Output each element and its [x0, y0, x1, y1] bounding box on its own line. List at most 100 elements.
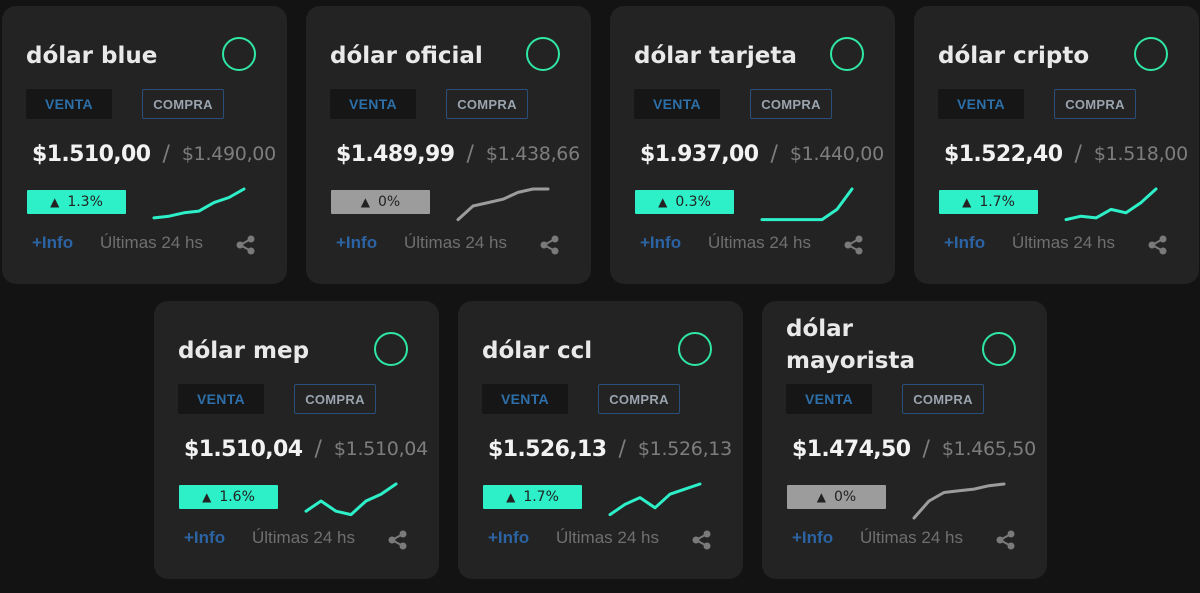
range-label: Últimas 24 hs — [252, 528, 355, 547]
card-dolar-mep[interactable]: dólar mep VENTA COMPRA $1.510,04 / $1.51… — [154, 301, 439, 579]
share-icon[interactable] — [387, 529, 409, 551]
card-title: dólar ccl — [482, 338, 593, 364]
sparkline-chart — [608, 482, 702, 517]
range-label: Últimas 24 hs — [404, 233, 507, 252]
sparkline — [760, 187, 854, 222]
info-link[interactable]: +Info — [488, 528, 530, 547]
change-badge: ▲ 0.3% — [635, 190, 734, 214]
status-ring-icon — [526, 37, 560, 71]
sell-price: $1.522,40 — [944, 141, 1063, 167]
share-icon[interactable] — [995, 529, 1017, 551]
share-icon[interactable] — [235, 234, 257, 256]
compra-button[interactable]: COMPRA — [446, 89, 528, 119]
change-badge: ▲ 1.7% — [483, 485, 582, 509]
sparkline — [152, 187, 246, 220]
card-dolar-ccl[interactable]: dólar ccl VENTA COMPRA $1.526,13 / $1.52… — [458, 301, 743, 579]
triangle-up-icon: ▲ — [506, 490, 516, 504]
price-separator: / — [1074, 141, 1082, 167]
compra-button[interactable]: COMPRA — [294, 384, 376, 414]
change-value: 0% — [378, 194, 401, 210]
status-ring-icon — [222, 37, 256, 71]
change-badge: ▲ 1.6% — [179, 485, 278, 509]
sparkline-chart — [456, 187, 550, 222]
compra-button[interactable]: COMPRA — [142, 89, 224, 119]
price-row: $1.526,13 / $1.526,13 — [488, 429, 732, 469]
share-icon[interactable] — [843, 234, 865, 256]
sell-price: $1.510,00 — [32, 141, 151, 167]
info-link[interactable]: +Info — [944, 233, 986, 252]
venta-button[interactable]: VENTA — [786, 384, 872, 414]
buy-price: $1.438,66 — [485, 143, 580, 165]
card-title: dólar oficial — [330, 43, 483, 69]
info-link[interactable]: +Info — [336, 233, 378, 252]
change-value: 1.6% — [219, 489, 255, 505]
card-dolar-blue[interactable]: dólar blue VENTA COMPRA $1.510,00 / $1.4… — [2, 6, 287, 284]
sparkline — [912, 482, 1006, 520]
buy-price: $1.440,00 — [789, 143, 884, 165]
sparkline — [304, 482, 398, 517]
sparkline — [608, 482, 702, 517]
compra-button[interactable]: COMPRA — [1054, 89, 1136, 119]
price-row: $1.489,99 / $1.438,66 — [336, 134, 580, 174]
sparkline-chart — [1064, 187, 1158, 222]
venta-button[interactable]: VENTA — [482, 384, 568, 414]
compra-button[interactable]: COMPRA — [902, 384, 984, 414]
info-link[interactable]: +Info — [32, 233, 74, 252]
card-title: dólar mayorista — [786, 316, 916, 374]
price-row: $1.510,04 / $1.510,04 — [184, 429, 428, 469]
triangle-up-icon: ▲ — [962, 195, 972, 209]
change-value: 0% — [834, 489, 857, 505]
buy-price: $1.518,00 — [1093, 143, 1188, 165]
venta-button[interactable]: VENTA — [178, 384, 264, 414]
share-icon[interactable] — [1147, 234, 1169, 256]
venta-button[interactable]: VENTA — [330, 89, 416, 119]
info-link[interactable]: +Info — [184, 528, 226, 547]
sell-price: $1.474,50 — [792, 436, 911, 462]
sparkline — [456, 187, 550, 222]
venta-button[interactable]: VENTA — [938, 89, 1024, 119]
change-badge: ▲ 0% — [331, 190, 430, 214]
status-ring-icon — [982, 332, 1016, 366]
price-separator: / — [922, 436, 930, 462]
card-dolar-mayorista[interactable]: dólar mayorista VENTA COMPRA $1.474,50 /… — [762, 301, 1047, 579]
buy-price: $1.465,50 — [941, 438, 1036, 460]
sparkline-chart — [912, 482, 1006, 520]
sparkline-chart — [304, 482, 398, 517]
range-label: Últimas 24 hs — [1012, 233, 1115, 252]
card-dolar-cripto[interactable]: dólar cripto VENTA COMPRA $1.522,40 / $1… — [914, 6, 1199, 284]
share-icon[interactable] — [691, 529, 713, 551]
info-link[interactable]: +Info — [640, 233, 682, 252]
triangle-up-icon: ▲ — [816, 490, 826, 504]
range-label: Últimas 24 hs — [708, 233, 811, 252]
sparkline-chart — [760, 187, 854, 222]
triangle-up-icon: ▲ — [50, 195, 60, 209]
price-separator: / — [466, 141, 474, 167]
range-label: Últimas 24 hs — [556, 528, 659, 547]
sell-price: $1.526,13 — [488, 436, 607, 462]
change-value: 1.7% — [523, 489, 559, 505]
triangle-up-icon: ▲ — [202, 490, 212, 504]
venta-button[interactable]: VENTA — [634, 89, 720, 119]
range-label: Últimas 24 hs — [100, 233, 203, 252]
range-label: Últimas 24 hs — [860, 528, 963, 547]
compra-button[interactable]: COMPRA — [598, 384, 680, 414]
status-ring-icon — [1134, 37, 1168, 71]
change-value: 0.3% — [675, 194, 711, 210]
compra-button[interactable]: COMPRA — [750, 89, 832, 119]
price-separator: / — [314, 436, 322, 462]
buy-price: $1.510,04 — [333, 438, 428, 460]
info-link[interactable]: +Info — [792, 528, 834, 547]
change-badge: ▲ 1.3% — [27, 190, 126, 214]
sell-price: $1.489,99 — [336, 141, 455, 167]
card-title: dólar cripto — [938, 43, 1090, 69]
share-icon[interactable] — [539, 234, 561, 256]
venta-button[interactable]: VENTA — [26, 89, 112, 119]
price-row: $1.522,40 / $1.518,00 — [944, 134, 1188, 174]
change-badge: ▲ 1.7% — [939, 190, 1038, 214]
change-value: 1.3% — [67, 194, 103, 210]
card-title: dólar tarjeta — [634, 43, 797, 69]
card-dolar-tarjeta[interactable]: dólar tarjeta VENTA COMPRA $1.937,00 / $… — [610, 6, 895, 284]
card-title: dólar blue — [26, 43, 158, 69]
buy-price: $1.490,00 — [181, 143, 276, 165]
card-dolar-oficial[interactable]: dólar oficial VENTA COMPRA $1.489,99 / $… — [306, 6, 591, 284]
